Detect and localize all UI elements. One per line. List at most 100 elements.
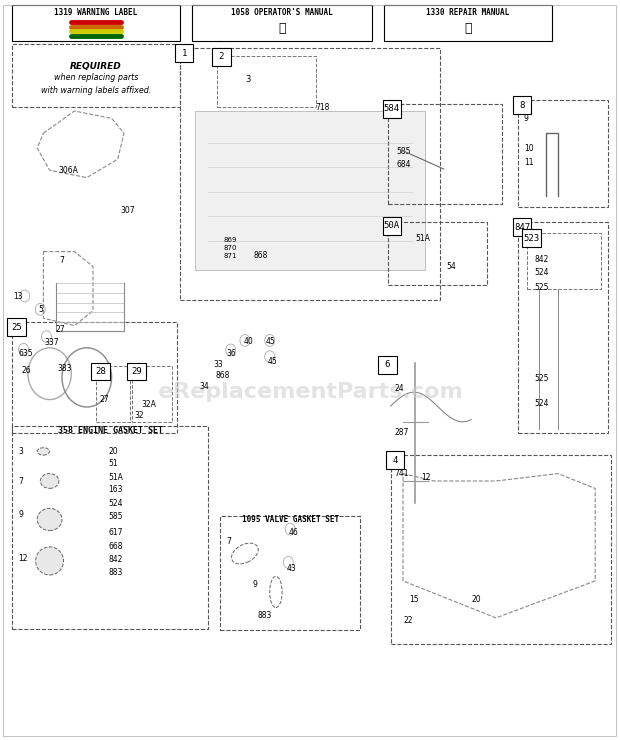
Text: 51A: 51A xyxy=(108,473,123,482)
Text: 524: 524 xyxy=(534,268,549,277)
Text: 📖: 📖 xyxy=(278,21,286,35)
Bar xyxy=(132,366,172,422)
Bar xyxy=(383,100,401,118)
Text: 7: 7 xyxy=(226,537,231,546)
Text: 9: 9 xyxy=(253,580,258,589)
Text: 337: 337 xyxy=(45,338,60,347)
Text: 33: 33 xyxy=(214,360,224,369)
Text: 24: 24 xyxy=(394,384,404,393)
Bar xyxy=(513,218,531,236)
Text: 7: 7 xyxy=(59,256,64,265)
Text: 163: 163 xyxy=(108,485,123,494)
Text: 869
870
871: 869 870 871 xyxy=(223,237,237,259)
Bar xyxy=(384,5,552,41)
Text: 1330 REPAIR MANUAL: 1330 REPAIR MANUAL xyxy=(427,8,510,18)
Text: 9: 9 xyxy=(19,510,24,519)
Text: 524: 524 xyxy=(534,399,549,408)
Text: 32A: 32A xyxy=(141,400,156,409)
Bar xyxy=(527,233,601,289)
Text: 635: 635 xyxy=(19,349,33,358)
Text: 684: 684 xyxy=(397,160,411,169)
Bar xyxy=(518,100,608,207)
Text: when replacing parts: when replacing parts xyxy=(54,73,138,82)
Bar xyxy=(388,104,502,204)
Ellipse shape xyxy=(37,508,62,531)
Text: 22: 22 xyxy=(403,616,412,625)
Bar xyxy=(12,44,180,107)
Text: 11: 11 xyxy=(524,158,533,167)
Text: 25: 25 xyxy=(11,323,22,332)
Text: 50A: 50A xyxy=(384,221,400,230)
Bar xyxy=(383,217,401,235)
Text: 8: 8 xyxy=(520,101,525,110)
Bar xyxy=(220,516,360,630)
Ellipse shape xyxy=(40,474,59,488)
Text: 9: 9 xyxy=(524,114,529,123)
Text: 13: 13 xyxy=(14,292,24,300)
Text: 741: 741 xyxy=(394,469,409,478)
Bar xyxy=(195,111,425,270)
Text: 51A: 51A xyxy=(415,234,430,243)
Text: 27: 27 xyxy=(56,325,66,334)
Text: 1: 1 xyxy=(182,49,187,58)
Text: 15: 15 xyxy=(409,595,419,604)
Text: 45: 45 xyxy=(268,357,278,366)
Text: 585: 585 xyxy=(397,147,411,156)
Text: 3: 3 xyxy=(246,75,250,84)
Text: 45: 45 xyxy=(265,337,275,346)
Bar xyxy=(513,96,531,114)
Text: 617: 617 xyxy=(108,528,123,537)
Text: 307: 307 xyxy=(121,206,136,215)
Text: 306A: 306A xyxy=(59,166,79,175)
Text: 29: 29 xyxy=(131,367,142,376)
Text: 883: 883 xyxy=(108,568,123,577)
Text: 4: 4 xyxy=(392,456,397,465)
Bar xyxy=(212,48,231,66)
Text: 40: 40 xyxy=(244,337,254,346)
Text: REQUIRED: REQUIRED xyxy=(70,62,122,71)
Text: 27: 27 xyxy=(99,395,109,404)
Ellipse shape xyxy=(37,448,50,455)
Text: 51: 51 xyxy=(108,460,118,468)
Text: 287: 287 xyxy=(394,428,409,437)
Bar xyxy=(12,425,208,629)
Text: 20: 20 xyxy=(471,595,481,604)
Bar xyxy=(12,5,180,41)
Text: 12: 12 xyxy=(19,554,28,563)
Text: 📖: 📖 xyxy=(464,21,472,35)
Bar xyxy=(386,451,404,469)
Ellipse shape xyxy=(36,547,63,575)
Text: 868: 868 xyxy=(253,251,268,260)
Bar xyxy=(12,322,177,433)
Bar xyxy=(518,222,608,433)
Text: 584: 584 xyxy=(384,104,400,113)
Text: 6: 6 xyxy=(385,360,390,369)
Text: 842: 842 xyxy=(108,555,123,564)
Text: 46: 46 xyxy=(288,528,298,537)
Text: 36: 36 xyxy=(226,349,236,358)
Text: 842: 842 xyxy=(534,255,549,263)
Text: 718: 718 xyxy=(315,103,330,112)
Bar xyxy=(388,222,487,285)
Bar xyxy=(522,229,541,247)
Bar xyxy=(217,56,316,107)
Bar xyxy=(378,356,397,374)
Text: 2: 2 xyxy=(219,53,224,61)
Text: with warning labels affixed.: with warning labels affixed. xyxy=(41,86,151,95)
Text: 668: 668 xyxy=(108,542,123,551)
Text: 883: 883 xyxy=(257,611,272,620)
Text: 5: 5 xyxy=(38,305,43,314)
Text: 585: 585 xyxy=(108,512,123,521)
Text: 43: 43 xyxy=(286,564,296,573)
Bar xyxy=(175,44,193,62)
Text: 847: 847 xyxy=(514,223,530,232)
Text: 20: 20 xyxy=(108,447,118,456)
Bar xyxy=(7,318,26,336)
Text: 3: 3 xyxy=(19,447,24,456)
Text: 524: 524 xyxy=(108,499,123,508)
Text: 1319 WARNING LABEL: 1319 WARNING LABEL xyxy=(55,8,138,18)
Text: eReplacementParts.com: eReplacementParts.com xyxy=(157,382,463,403)
Text: 358 ENGINE GASKET SET: 358 ENGINE GASKET SET xyxy=(58,426,163,435)
Bar xyxy=(180,48,440,300)
Text: 383: 383 xyxy=(57,364,71,373)
